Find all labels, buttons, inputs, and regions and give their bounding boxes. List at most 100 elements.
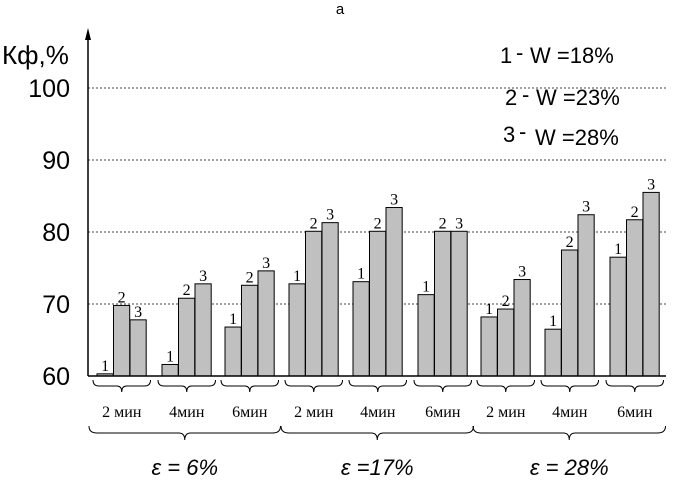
bar-g3-t3-s3 xyxy=(642,191,660,377)
legend-text-3: W =28% xyxy=(535,125,619,150)
time-label-1: 2 мин xyxy=(102,404,142,421)
figure-label: а xyxy=(336,1,345,18)
bar-label-g1-t2-s3: 3 xyxy=(199,268,207,285)
bar-label-g2-t1-s3: 3 xyxy=(326,207,334,224)
bar-g2-t1-s3 xyxy=(321,222,339,377)
time-brace-6 xyxy=(413,379,472,393)
time-label-7: 2 мин xyxy=(486,404,526,421)
group-brace-3 xyxy=(472,425,666,441)
time-label-8: 4мин xyxy=(552,404,588,421)
bar-label-g3-t2-s3: 3 xyxy=(582,199,590,216)
bar-label-g1-t1-s1: 1 xyxy=(101,358,109,375)
bar-label-g3-t1-s2: 2 xyxy=(502,293,510,310)
bar-g3-t1-s3 xyxy=(513,279,531,377)
legend-item-3: 3 - W =28% xyxy=(503,119,619,150)
legend-dash-1: - xyxy=(516,40,523,65)
bar-label-g1-t2-s1: 1 xyxy=(166,348,174,365)
legend-text-2: W =23% xyxy=(536,85,620,110)
bar-label-g1-t3-s3: 3 xyxy=(262,255,270,272)
legend-text-1: W =18% xyxy=(530,43,614,68)
bar-g3-t3-s2 xyxy=(626,219,644,377)
bar-g1-t1-s2 xyxy=(113,304,131,377)
bar-label-g3-t3-s3: 3 xyxy=(647,176,655,193)
bar-label-g3-t3-s2: 2 xyxy=(631,204,639,221)
bar-label-g2-t1-s2: 2 xyxy=(310,215,318,232)
bar-g2-t3-s3 xyxy=(450,230,468,377)
legend-index-2: 2 xyxy=(505,85,517,110)
bar-g2-t1-s1 xyxy=(288,283,306,377)
y-tick-label-70: 70 xyxy=(42,291,70,319)
y-tick-label-60: 60 xyxy=(42,363,70,391)
time-label-2: 4мин xyxy=(169,404,205,421)
bar-g2-t1-s2 xyxy=(305,230,323,377)
bar-label-g2-t3-s3: 3 xyxy=(455,215,463,232)
bar-label-g2-t1-s1: 1 xyxy=(293,268,301,285)
bar-g2-t2-s3 xyxy=(385,207,403,377)
time-label-9: 6мин xyxy=(617,404,653,421)
bar-g3-t2-s3 xyxy=(577,214,595,377)
bar-g3-t1-s2 xyxy=(497,308,515,377)
bar-label-g2-t2-s1: 1 xyxy=(357,266,365,283)
y-tick-labels: 60 70 80 90 100 xyxy=(28,75,70,391)
bar-label-g2-t2-s3: 3 xyxy=(390,192,398,209)
bar-g1-t1-s3 xyxy=(129,319,147,377)
group-label-2: ε =17% xyxy=(341,455,414,480)
legend-index-3: 3 xyxy=(503,122,515,147)
time-label-3: 6мин xyxy=(232,404,268,421)
group-label-1: ε = 6% xyxy=(151,455,218,480)
time-label-6: 6мин xyxy=(425,404,461,421)
group-label-3: ε = 28% xyxy=(530,455,609,480)
y-tick-label-100: 100 xyxy=(28,75,70,103)
time-brace-8 xyxy=(540,379,599,393)
bar-label-g1-t3-s1: 1 xyxy=(229,311,237,328)
braces: 2 мин 4мин 6мин ε = 6% 2 мин 4мин 6мин ε =17% 2 … xyxy=(88,379,666,480)
y-tick-label-90: 90 xyxy=(42,147,70,175)
bar-label-g3-t3-s1: 1 xyxy=(614,241,622,258)
bar-g1-t2-s3 xyxy=(194,283,212,377)
bar-g2-t3-s2 xyxy=(434,230,452,377)
bar-label-g2-t2-s2: 2 xyxy=(374,215,382,232)
bar-label-g3-t1-s3: 3 xyxy=(518,264,526,281)
y-axis-label: Кф,% xyxy=(2,40,69,70)
bar-g1-t3-s3 xyxy=(257,270,275,377)
legend: 1 - W =18% 2 - W =23% 3 - W =28% xyxy=(500,40,620,150)
time-brace-7 xyxy=(476,379,535,393)
bar-g1-t2-s1 xyxy=(161,363,179,377)
time-label-5: 4мин xyxy=(360,404,396,421)
bar-label-g2-t3-s2: 2 xyxy=(439,215,447,232)
bar-g3-t3-s1 xyxy=(609,256,627,377)
bar-label-g3-t2-s2: 2 xyxy=(566,234,574,251)
time-brace-9 xyxy=(605,379,664,393)
bar-label-g3-t2-s1: 1 xyxy=(549,313,557,330)
time-label-4: 2 мин xyxy=(294,404,334,421)
bar-g1-t3-s2 xyxy=(241,284,259,377)
y-axis-arrow xyxy=(85,28,91,40)
bar-label-g1-t1-s2: 2 xyxy=(118,289,126,306)
time-brace-5 xyxy=(348,379,407,393)
bar-label-g1-t3-s2: 2 xyxy=(246,269,254,286)
bar-label-g1-t1-s3: 3 xyxy=(134,304,142,321)
bar-label-g1-t2-s2: 2 xyxy=(183,282,191,299)
bar-label-g3-t1-s1: 1 xyxy=(485,301,493,318)
time-brace-4 xyxy=(284,379,343,393)
bar-g2-t2-s2 xyxy=(369,230,387,377)
legend-item-1: 1 - W =18% xyxy=(500,40,614,68)
bar-g2-t2-s1 xyxy=(352,281,370,377)
bar-g3-t1-s1 xyxy=(480,316,498,377)
group-brace-2 xyxy=(280,425,474,441)
bar-g2-t3-s1 xyxy=(417,294,435,377)
bar-g1-t3-s1 xyxy=(224,326,242,377)
legend-item-2: 2 - W =23% xyxy=(505,82,620,110)
group-brace-1 xyxy=(88,425,281,441)
legend-dash-3: - xyxy=(519,119,526,144)
bar-g3-t2-s2 xyxy=(561,249,579,377)
bar-label-g2-t3-s1: 1 xyxy=(422,279,430,296)
legend-index-1: 1 xyxy=(500,43,512,68)
bar-g1-t2-s2 xyxy=(178,297,196,377)
time-brace-2 xyxy=(157,379,216,393)
bar-g3-t2-s1 xyxy=(544,328,562,377)
y-tick-label-80: 80 xyxy=(42,219,70,247)
time-brace-3 xyxy=(220,379,279,393)
